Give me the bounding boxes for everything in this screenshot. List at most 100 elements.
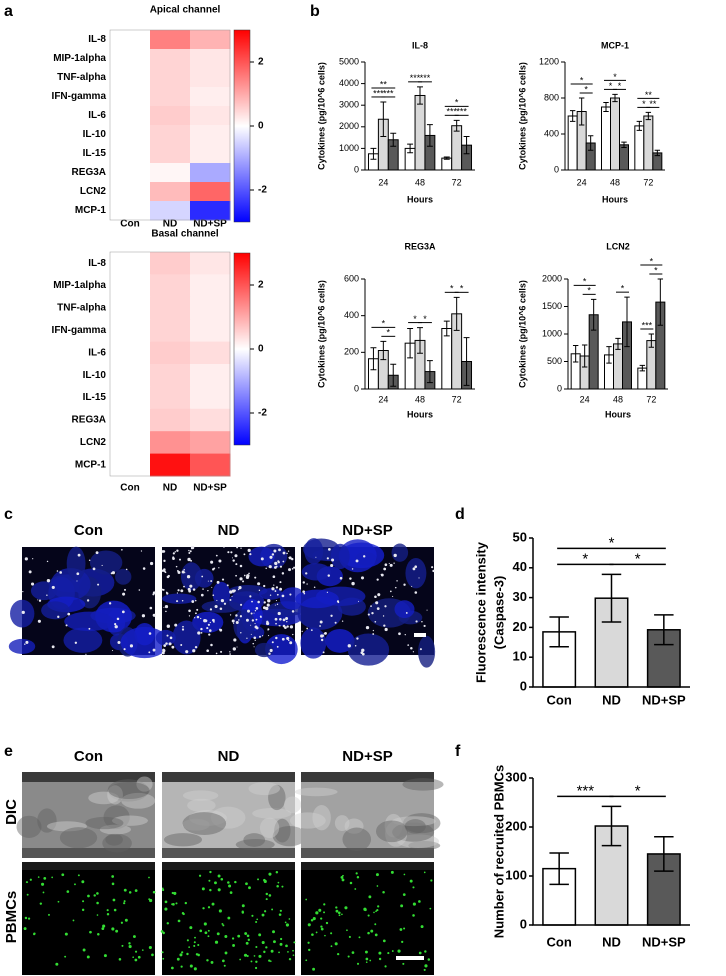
row-label: TNF-alpha — [57, 303, 106, 314]
speck — [421, 621, 423, 623]
cell — [418, 951, 422, 955]
cell — [268, 894, 272, 897]
cell — [311, 933, 314, 936]
speck — [315, 556, 317, 558]
speck — [367, 613, 370, 616]
speck — [282, 551, 286, 555]
cell — [412, 902, 416, 906]
speck — [182, 625, 184, 628]
speck — [389, 590, 392, 593]
speck — [393, 553, 397, 558]
significance-label: * — [413, 314, 417, 324]
speck — [265, 621, 270, 626]
tissue — [180, 562, 202, 591]
cell — [325, 921, 329, 925]
speck — [28, 570, 32, 574]
column-label: ND — [163, 219, 177, 230]
cell — [346, 929, 348, 932]
cell — [221, 922, 224, 925]
speck — [349, 577, 352, 580]
speck — [380, 573, 384, 577]
speck — [21, 610, 25, 614]
heatmap-cell — [110, 296, 151, 320]
speck — [231, 619, 235, 623]
cell — [246, 954, 249, 958]
cell — [341, 913, 343, 916]
speck — [293, 566, 296, 569]
speck — [236, 546, 239, 549]
speck — [207, 589, 209, 592]
speck — [235, 574, 237, 577]
cell — [232, 944, 235, 947]
speck — [273, 549, 277, 553]
speck — [195, 612, 197, 615]
speck — [431, 566, 434, 569]
speck — [269, 594, 272, 596]
speck — [255, 618, 258, 621]
speck — [236, 646, 238, 648]
heatmap-cell — [150, 364, 191, 387]
texture — [16, 815, 42, 838]
cell — [43, 877, 47, 880]
texture — [402, 778, 444, 791]
y-axis-label: (Caspase-3) — [491, 576, 506, 650]
tissue — [66, 546, 86, 581]
y-tick-label: 50 — [513, 529, 527, 544]
cell — [270, 949, 274, 953]
error-bar — [417, 327, 423, 354]
speck — [188, 549, 190, 552]
speck — [419, 648, 422, 651]
speck — [24, 643, 26, 645]
heatmap-cell — [190, 49, 231, 69]
heatmap-cell — [110, 431, 151, 455]
cell — [320, 925, 323, 928]
speck — [152, 593, 155, 596]
error-bar — [578, 97, 585, 126]
row-label: REG3A — [72, 167, 106, 178]
texture — [375, 820, 408, 843]
speck — [291, 568, 294, 570]
cell — [265, 898, 268, 901]
axes — [532, 778, 690, 926]
speck — [239, 564, 243, 568]
x-axis-label: Hours — [407, 409, 433, 419]
tissue — [304, 538, 324, 565]
bar — [646, 340, 657, 390]
error-bar — [601, 573, 622, 623]
texture — [259, 817, 280, 838]
cell — [340, 875, 344, 879]
speck — [405, 612, 408, 614]
speck — [351, 581, 355, 586]
speck — [323, 632, 326, 635]
speck — [218, 559, 222, 563]
error-bar — [390, 132, 397, 147]
cell — [292, 954, 295, 956]
y-axis-label: Number of recruited PBMCs — [491, 765, 506, 938]
speck — [265, 606, 269, 611]
cell — [376, 885, 379, 887]
speck — [279, 581, 282, 584]
significance-label: * — [382, 319, 386, 329]
speck — [360, 651, 364, 655]
heatmap-cell — [110, 408, 151, 432]
significance-label: ** — [380, 79, 388, 89]
texture — [105, 833, 123, 846]
error-bar — [370, 147, 377, 160]
texture — [163, 833, 203, 847]
heatmap-cell — [110, 163, 151, 183]
cell — [330, 932, 333, 935]
cell — [66, 890, 70, 893]
row-label: MCP-1 — [75, 459, 107, 470]
speck — [277, 561, 280, 564]
speck — [302, 590, 305, 593]
speck — [86, 599, 90, 602]
speck — [172, 556, 175, 559]
speck — [288, 639, 290, 642]
speck — [168, 642, 172, 646]
speck — [319, 625, 321, 627]
speck — [166, 592, 169, 595]
tissue — [89, 550, 123, 575]
tissue — [301, 563, 331, 581]
speck — [418, 577, 420, 579]
speck — [202, 588, 204, 590]
